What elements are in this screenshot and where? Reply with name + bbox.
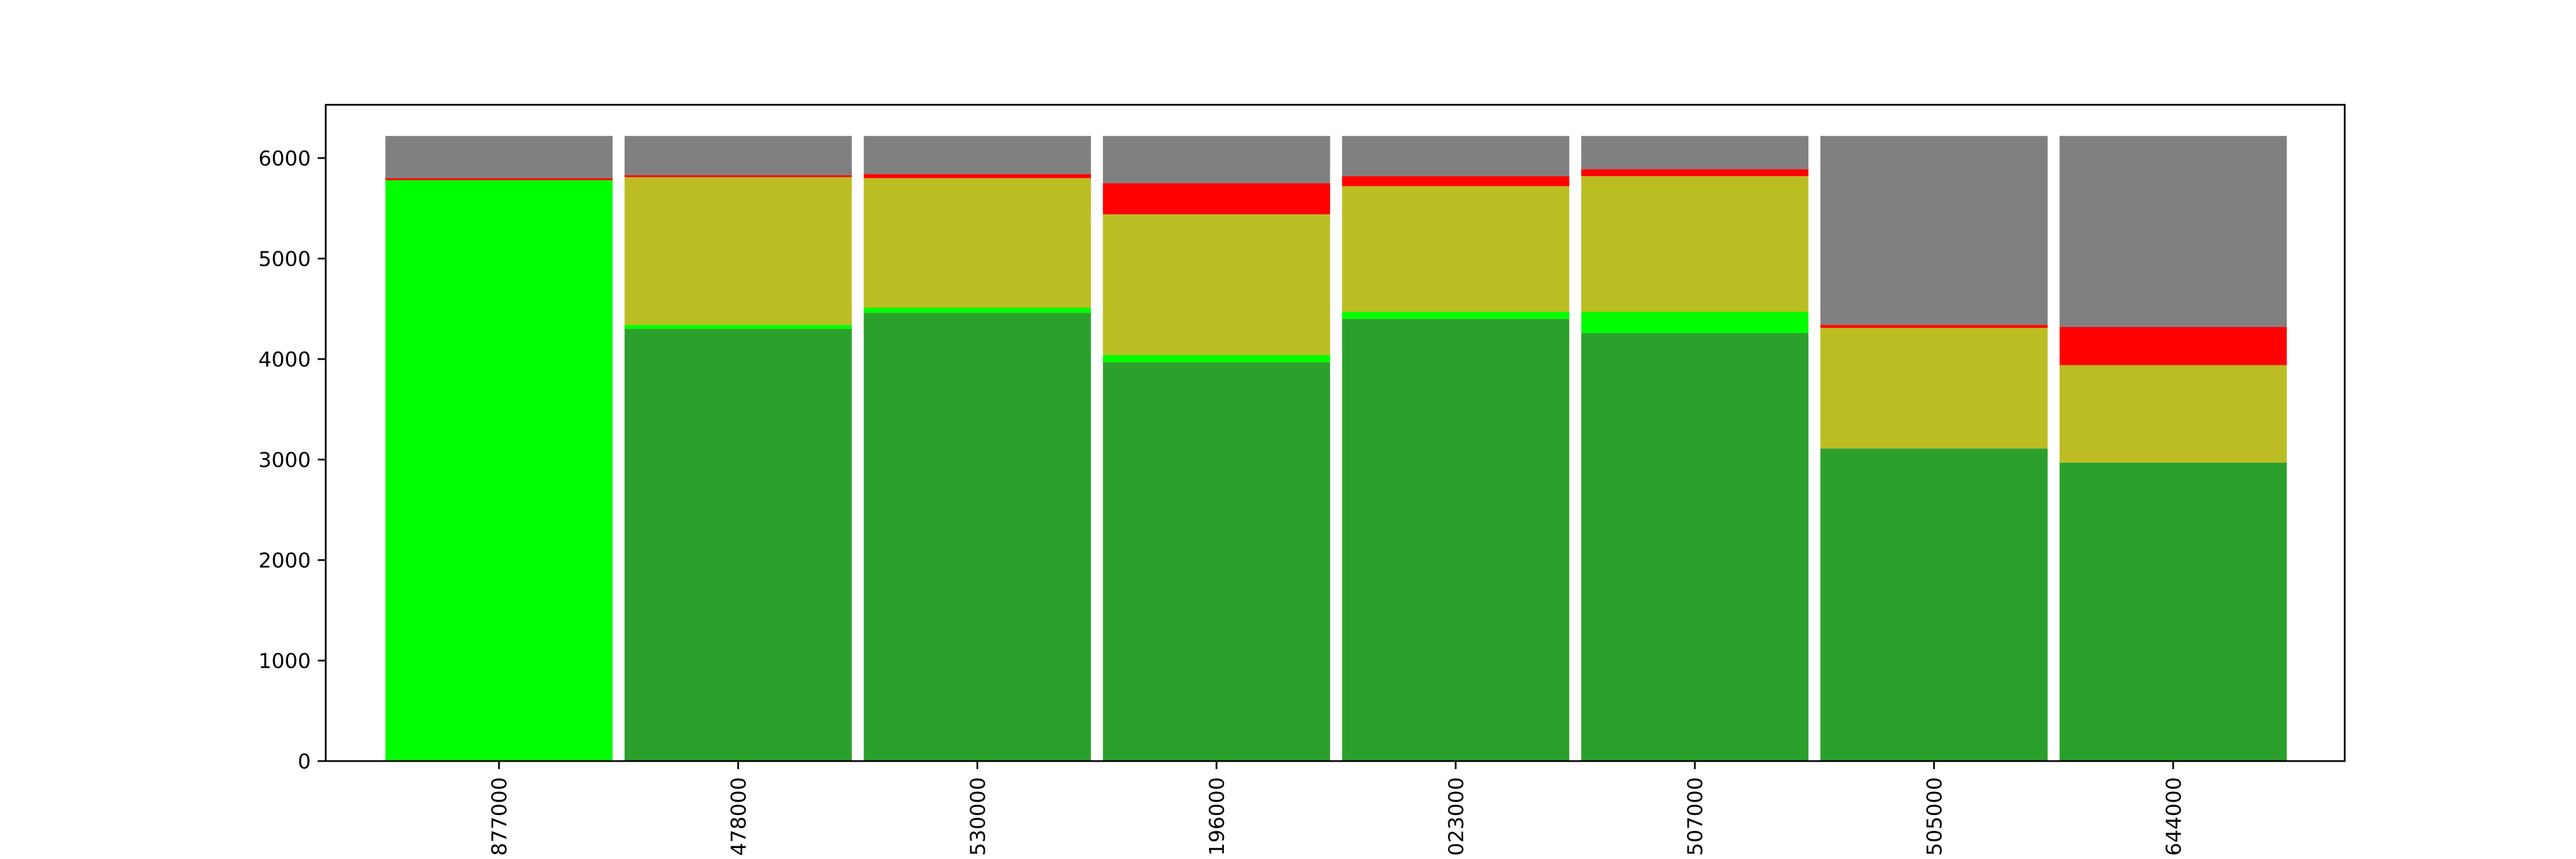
y-tick-label-2000: 2000	[258, 549, 311, 573]
bar-segment-478000-s4	[625, 136, 852, 175]
bar-segment-478000-s0	[625, 329, 852, 761]
bar-segment-507000-s0	[1581, 333, 1809, 761]
bar-segment-196000-s3	[1103, 183, 1330, 215]
bar-segment-644000-s4	[2059, 136, 2287, 327]
bar-segment-507000-s2	[1581, 176, 1809, 312]
bar-segment-644000-s2	[2059, 365, 2287, 463]
y-tick-label-0: 0	[298, 750, 311, 774]
bar-segment-644000-s0	[2059, 462, 2287, 761]
bar-segment-507000-s4	[1581, 136, 1809, 170]
x-tick-label-196000: 196000	[1206, 777, 1229, 856]
bar-segment-505000-s3	[1820, 325, 2048, 328]
x-tick-label-644000: 644000	[2162, 777, 2186, 856]
bar-segment-530000-s2	[863, 178, 1091, 308]
plot-frame	[325, 104, 2346, 762]
bar-segment-478000-s3	[625, 175, 852, 178]
bar-segment-505000-s2	[1820, 328, 2048, 449]
bar-segment-530000-s1	[863, 308, 1091, 313]
y-tick-label-5000: 5000	[258, 248, 311, 271]
bar-segment-530000-s0	[863, 313, 1091, 761]
bar-segment-478000-s1	[625, 325, 852, 329]
bar-segment-478000-s2	[625, 177, 852, 325]
bar-segment-877000-s1	[385, 180, 613, 761]
bar-segment-507000-s3	[1581, 169, 1809, 176]
bar-segment-196000-s0	[1103, 362, 1330, 761]
bar-segment-023000-s1	[1342, 312, 1570, 319]
bar-segment-877000-s4	[385, 136, 613, 179]
x-tick-label-023000: 023000	[1445, 777, 1468, 856]
bar-segment-530000-s3	[863, 174, 1091, 179]
x-tick-label-507000: 507000	[1684, 777, 1708, 856]
bar-segment-530000-s4	[863, 136, 1091, 175]
x-axis: 877000 478000 530000 196000 023000 507000 5050…	[488, 761, 2186, 856]
bars-layer	[385, 136, 2287, 761]
bar-segment-644000-s3	[2059, 326, 2287, 365]
bar-segment-023000-s0	[1342, 318, 1570, 761]
y-tick-label-1000: 1000	[258, 650, 311, 673]
x-tick-label-530000: 530000	[966, 777, 990, 856]
y-tick-label-3000: 3000	[258, 449, 311, 472]
bar-segment-196000-s1	[1103, 354, 1330, 362]
y-axis: 0 1000 2000 3000 4000 5000 6000	[258, 147, 326, 774]
bar-segment-505000-s0	[1820, 448, 2048, 761]
x-tick-label-877000: 877000	[488, 777, 512, 856]
bar-segment-196000-s4	[1103, 136, 1330, 183]
bar-segment-023000-s2	[1342, 186, 1570, 312]
y-tick-label-6000: 6000	[258, 147, 311, 171]
bar-segment-023000-s4	[1342, 136, 1570, 176]
bar-segment-507000-s1	[1581, 312, 1809, 333]
x-tick-label-505000: 505000	[1923, 777, 1947, 856]
y-tick-label-4000: 4000	[258, 348, 311, 372]
bar-segment-505000-s4	[1820, 136, 2048, 325]
bar-segment-196000-s2	[1103, 214, 1330, 355]
x-tick-label-478000: 478000	[728, 777, 751, 856]
bar-segment-877000-s3	[385, 178, 613, 180]
bar-segment-023000-s3	[1342, 176, 1570, 187]
